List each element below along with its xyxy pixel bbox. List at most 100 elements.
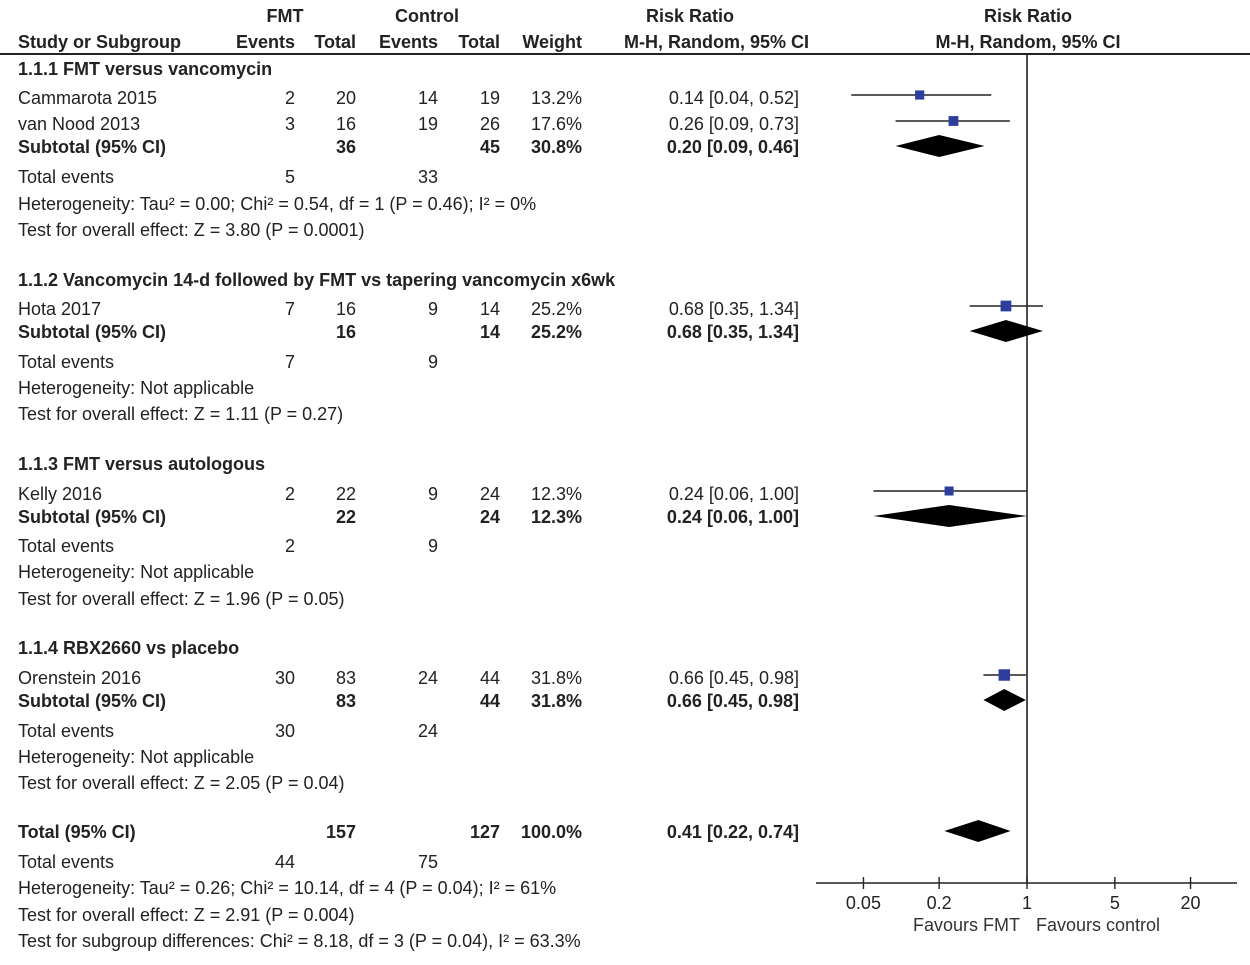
study-total-fmt: 16 [335,114,356,134]
total-events-fmt: 44 [274,852,295,872]
header-rule [0,53,1250,55]
study-weight: 31.8% [530,668,582,688]
header-events-fmt: Events [235,32,295,52]
study-risk-ratio: 0.26 [0.09, 0.73] [668,114,799,134]
study-events-fmt: 3 [284,114,295,134]
total-events-control: 9 [427,536,438,556]
subtotal-label: Subtotal (95% CI) [18,507,167,527]
study-events-fmt: 30 [274,668,295,688]
study-square [915,90,925,100]
study-total-control: 19 [479,88,500,108]
favours-left-label: Favours FMT [913,915,1020,935]
header-plot-method: M-H, Random, 95% CI [935,32,1121,52]
header-rr-method: M-H, Random, 95% CI [623,32,809,52]
subtotal-label: Subtotal (95% CI) [18,137,167,157]
study-weight: 13.2% [530,88,582,108]
total-events-fmt: 5 [284,167,295,187]
total-events-label: Total events [18,167,115,187]
study-events-control: 19 [417,114,438,134]
study-weight: 17.6% [530,114,582,134]
subtotal-weight: 31.8% [530,691,582,711]
study-name: Cammarota 2015 [18,88,158,108]
header-plot-title: Risk Ratio [983,6,1073,26]
subgroup-title: 1.1.2 Vancomycin 14-d followed by FMT vs… [18,270,616,290]
subtotal-total-control: 24 [479,507,500,527]
study-risk-ratio: 0.68 [0.35, 1.34] [668,299,799,319]
study-total-fmt: 20 [335,88,356,108]
subtotal-label: Subtotal (95% CI) [18,691,167,711]
subtotal-risk-ratio: 0.68 [0.35, 1.34] [666,322,799,342]
x-tick-label: 5 [1110,893,1120,913]
subtotal-weight: 25.2% [530,322,582,342]
heterogeneity-text: Heterogeneity: Tau² = 0.00; Chi² = 0.54,… [18,194,537,214]
subtotal-diamond [983,689,1026,711]
heterogeneity-text: Heterogeneity: Not applicable [18,747,255,767]
study-total-control: 24 [479,484,500,504]
study-total-control: 44 [479,668,500,688]
subgroup-title: 1.1.3 FMT versus autologous [18,454,266,474]
subtotal-diamond [873,505,1027,527]
study-square [948,116,959,126]
subtotal-total-fmt: 22 [335,507,356,527]
total-weight: 100.0% [520,822,582,842]
subtotal-weight: 12.3% [530,507,582,527]
study-total-control: 14 [479,299,500,319]
study-name: Hota 2017 [18,299,102,319]
subtotal-diamond [895,135,985,157]
subtotal-label: Subtotal (95% CI) [18,322,167,342]
overall-effect-text: Test for overall effect: Z = 1.96 (P = 0… [18,589,345,609]
total-events-control: 33 [417,167,438,187]
study-total-control: 26 [479,114,500,134]
total-events-control: 75 [417,852,438,872]
overall-effect-text: Test for overall effect: Z = 2.05 (P = 0… [18,773,345,793]
subtotal-total-control: 45 [479,137,500,157]
header-group-fmt: FMT [266,6,304,26]
total-events-control: 9 [427,352,438,372]
study-events-fmt: 7 [284,299,295,319]
subtotal-total-control: 14 [479,322,500,342]
study-name: van Nood 2013 [18,114,141,134]
subgroup-title: 1.1.1 FMT versus vancomycin [18,59,273,79]
total-events-fmt: 2 [284,536,295,556]
header-study: Study or Subgroup [18,32,181,52]
study-weight: 12.3% [530,484,582,504]
overall-effect-text: Test for overall effect: Z = 1.11 (P = 0… [18,404,344,424]
x-tick-label: 20 [1181,893,1201,913]
study-total-fmt: 22 [335,484,356,504]
study-name: Kelly 2016 [18,484,103,504]
total-total-control: 127 [469,822,500,842]
subtotal-weight: 30.8% [530,137,582,157]
header-risk-ratio: Risk Ratio [645,6,735,26]
x-tick-label: 0.05 [846,893,881,913]
header-total-fmt: Total [314,32,356,52]
header-group-control: Control [395,6,459,26]
study-weight: 25.2% [530,299,582,319]
total-events-control: 24 [417,721,438,741]
study-total-fmt: 83 [335,668,356,688]
study-events-control: 14 [417,88,438,108]
study-events-control: 24 [417,668,438,688]
total-events-fmt: 30 [274,721,295,741]
subgroup-title: 1.1.4 RBX2660 vs placebo [18,638,240,658]
study-square [1000,300,1012,312]
study-square [998,669,1011,681]
favours-right-label: Favours control [1036,915,1160,935]
study-name: Orenstein 2016 [18,668,142,688]
total-events-fmt: 7 [284,352,295,372]
study-events-fmt: 2 [284,484,295,504]
total-events-label: Total events [18,352,115,372]
study-square [944,486,954,496]
header-total-control: Total [458,32,500,52]
total-events-label: Total events [18,852,115,872]
x-tick-label: 0.2 [927,893,952,913]
subtotal-risk-ratio: 0.20 [0.09, 0.46] [666,137,799,157]
total-label: Total (95% CI) [18,822,136,842]
overall-effect-text: Test for overall effect: Z = 3.80 (P = 0… [18,220,365,240]
x-tick-label: 1 [1022,893,1032,913]
subtotal-total-fmt: 16 [335,322,356,342]
header-events-control: Events [378,32,438,52]
heterogeneity-text: Heterogeneity: Not applicable [18,562,255,582]
study-events-fmt: 2 [284,88,295,108]
subtotal-risk-ratio: 0.66 [0.45, 0.98] [666,691,799,711]
